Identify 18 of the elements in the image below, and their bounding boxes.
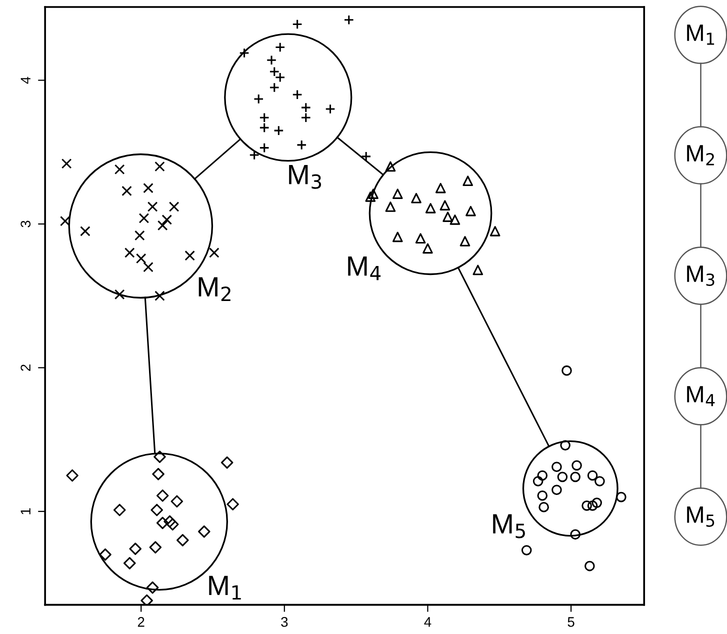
text: M$_{1}$ bbox=[687, 24, 714, 45]
legend-label: M$_{3}$ bbox=[289, 164, 322, 189]
text: M$_{4}$ bbox=[687, 386, 715, 406]
text: M$_{3}$ bbox=[687, 266, 714, 286]
x-tick-label: 3 bbox=[281, 617, 288, 627]
series-label: M$_{4}$ bbox=[348, 256, 381, 280]
series-label: M$_{1}$ bbox=[209, 576, 241, 600]
x-tick-label: 4 bbox=[424, 617, 432, 627]
y-tick-label: 2 bbox=[20, 364, 30, 371]
series-label: M$_{2}$ bbox=[198, 277, 230, 301]
y-tick-label: 3 bbox=[20, 220, 31, 228]
x-tick-label: 5 bbox=[568, 617, 574, 627]
y-tick-label: 4 bbox=[20, 76, 30, 84]
x-tick-label: 2 bbox=[138, 617, 144, 627]
series-label: M$_{5}$ bbox=[493, 514, 525, 538]
text: M$_{5}$ bbox=[687, 506, 714, 527]
y-tick-label: 1 bbox=[20, 508, 30, 514]
text: M$_{2}$ bbox=[687, 145, 714, 166]
